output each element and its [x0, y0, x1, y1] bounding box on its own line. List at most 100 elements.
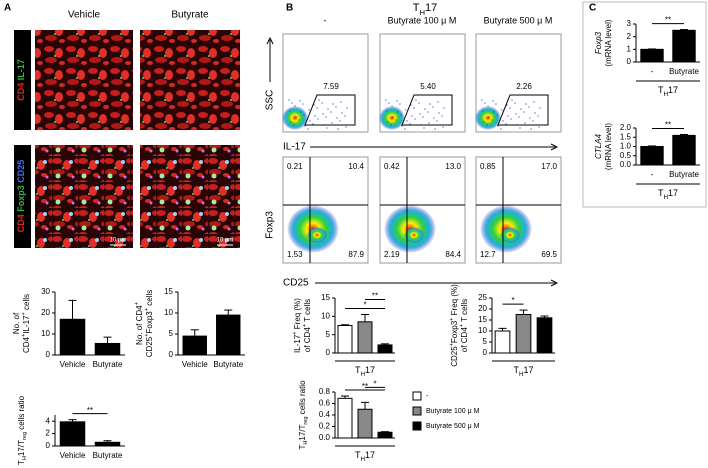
label-part: 17 — [365, 365, 375, 375]
event — [404, 128, 406, 130]
x-axis-label: TH17 — [513, 365, 533, 378]
event — [304, 125, 306, 127]
legend-label: - — [426, 393, 429, 400]
label-part: H — [360, 371, 365, 378]
y-tick-label: 1.5 — [620, 132, 632, 141]
label-part: CTLA4 — [594, 134, 603, 159]
gate — [401, 94, 453, 126]
y-tick-label: 5 — [169, 329, 174, 338]
label-part: + — [292, 331, 298, 334]
y-tick-label: 0 — [46, 350, 51, 359]
y-tick-label: 1.0 — [620, 142, 632, 151]
event — [486, 124, 488, 126]
label-part: CD4 — [16, 83, 26, 101]
y-tick-label: 30 — [41, 287, 50, 296]
event — [318, 99, 320, 101]
y-tick-label: 2 — [627, 32, 632, 41]
event — [317, 118, 319, 120]
event — [488, 116, 490, 118]
label-part: + — [134, 302, 140, 305]
event — [493, 111, 495, 113]
event — [437, 101, 439, 103]
event — [413, 107, 415, 109]
event — [538, 126, 540, 128]
label-part: reg — [22, 432, 28, 440]
quadrant-value: 0.42 — [384, 162, 400, 171]
event — [344, 115, 346, 117]
y-axis-label: of CD4+ T cells — [302, 299, 312, 352]
label-part: cells — [22, 294, 31, 312]
x-tick-label: Butyrate — [213, 360, 243, 369]
event — [387, 121, 389, 123]
quadrant-value: 2.19 — [384, 250, 400, 259]
event — [388, 102, 390, 104]
label-part: + — [144, 308, 150, 311]
label-part: T cells — [460, 299, 469, 324]
bar — [672, 134, 696, 166]
label-part: T cells — [303, 299, 312, 324]
label-part: T — [658, 188, 664, 198]
event — [345, 126, 347, 128]
event — [519, 127, 521, 129]
y-axis-label: CTLA4 — [594, 134, 603, 159]
event — [298, 119, 300, 121]
row-label: CD4 IL-17 — [16, 59, 26, 101]
event — [482, 110, 484, 112]
event — [335, 106, 337, 108]
bar — [94, 342, 121, 356]
x-tick-label: - — [651, 170, 654, 179]
event — [428, 122, 430, 124]
event — [423, 127, 425, 129]
y-axis-label: CD4+IL-17+ cells — [21, 294, 31, 353]
column-header: Butyrate — [171, 10, 209, 21]
event — [391, 105, 393, 107]
label-part: reg — [303, 416, 309, 424]
legend-swatch — [412, 406, 422, 416]
label-part: CD25 — [16, 160, 26, 183]
event — [524, 122, 526, 124]
label-part: + — [459, 324, 465, 327]
event — [518, 116, 520, 118]
bar — [337, 397, 353, 439]
label-part: CD4 — [22, 336, 31, 353]
scale-label: 10 μm — [217, 238, 234, 244]
event — [497, 125, 499, 127]
event — [331, 122, 333, 124]
x-tick-label: Butyrate — [669, 170, 699, 179]
bar — [357, 321, 373, 354]
event — [406, 120, 408, 122]
column-header: Butyrate 100 μ M — [388, 15, 457, 25]
label-part: (mRNA level) — [604, 19, 613, 66]
event — [491, 119, 493, 121]
y-axis-label: No. of CD4+ — [134, 302, 144, 345]
axis-label: IL-17 — [283, 142, 306, 153]
event — [313, 104, 315, 106]
event — [514, 102, 516, 104]
y-axis-label: IL-17+ Freq (%) — [292, 298, 302, 353]
event — [337, 128, 339, 130]
y-tick-label: 10 — [321, 311, 330, 320]
event — [443, 107, 445, 109]
event — [436, 120, 438, 122]
event — [414, 118, 416, 120]
label-part: + — [449, 318, 455, 321]
event — [510, 118, 512, 120]
y-axis-label: CD25+Foxp3+ cells — [144, 290, 154, 357]
y-tick-label: 5 — [483, 337, 488, 346]
label-part: Foxp3 — [450, 320, 459, 343]
y-tick-label: 1 — [627, 44, 632, 53]
event — [303, 114, 305, 116]
event — [509, 107, 511, 109]
x-tick-label: Butyrate — [669, 67, 699, 76]
quadrant-value: 84.4 — [445, 250, 461, 259]
label-part: IL-17 — [22, 315, 31, 334]
y-tick-label: 4 — [46, 416, 51, 425]
label-part: Foxp3 — [16, 185, 26, 212]
event — [523, 111, 525, 113]
density — [307, 227, 327, 243]
event — [386, 110, 388, 112]
axis-label: CD25 — [283, 278, 309, 289]
event — [507, 115, 509, 117]
label-part: of CD4 — [303, 327, 312, 352]
event — [492, 100, 494, 102]
